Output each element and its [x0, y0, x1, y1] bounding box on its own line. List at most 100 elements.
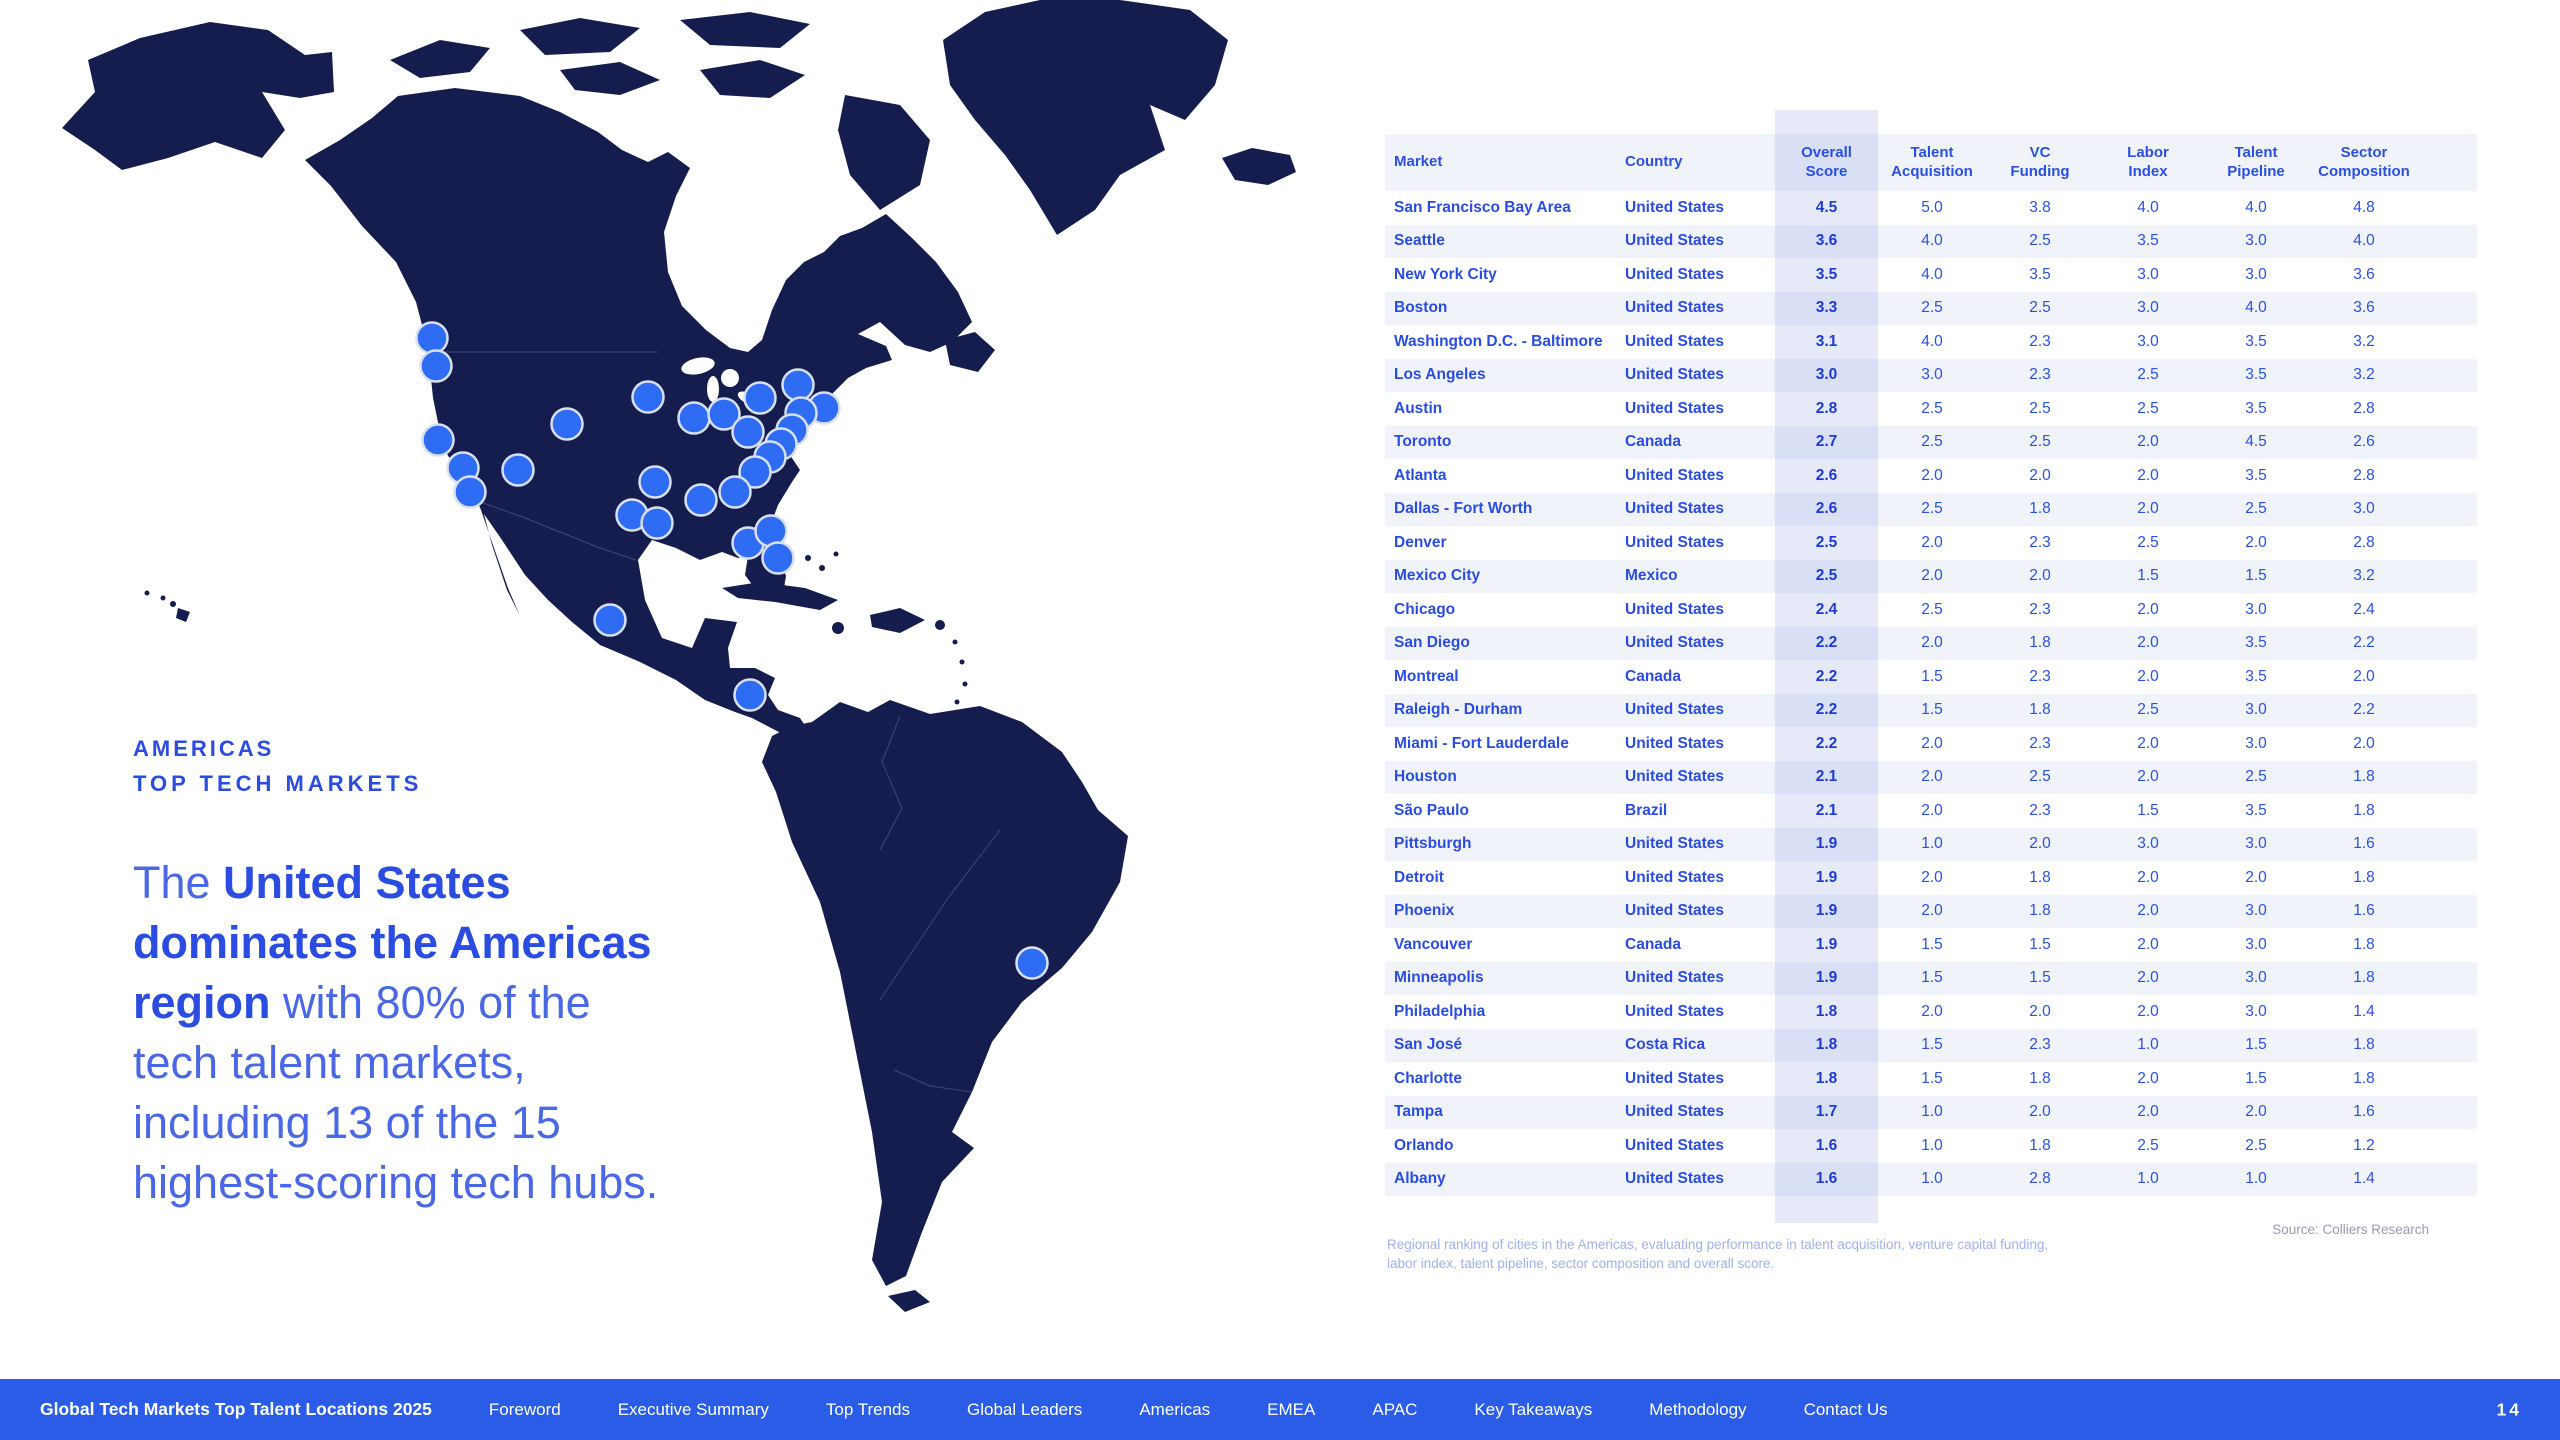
nav-link-key-takeaways[interactable]: Key Takeaways: [1474, 1399, 1593, 1419]
cell-sector_composition: 2.8: [2353, 399, 2375, 417]
table-row: São Paulo Brazil 2.1 2.0 2.3 1.5 3.5 1.8: [1385, 794, 2477, 828]
cell-talent_acquisition: 2.5: [1921, 433, 1943, 451]
cell-market: Los Angeles: [1394, 366, 1486, 384]
table-row: Montreal Canada 2.2 1.5 2.3 2.0 3.5 2.0: [1385, 660, 2477, 694]
cell-talent_pipeline: 3.0: [2245, 232, 2267, 250]
cell-sector_composition: 3.2: [2353, 366, 2375, 384]
cell-market: Vancouver: [1394, 935, 1473, 953]
table-row: San José Costa Rica 1.8 1.5 2.3 1.0 1.5 1.8: [1385, 1028, 2477, 1062]
cell-vc_funding: 1.5: [2029, 969, 2051, 987]
cell-labor_index: 2.0: [2137, 1103, 2159, 1121]
cell-labor_index: 2.0: [2137, 600, 2159, 618]
cell-sector_composition: 2.2: [2353, 634, 2375, 652]
cell-vc_funding: 2.0: [2029, 466, 2051, 484]
cell-sector_composition: 1.6: [2353, 1103, 2375, 1121]
cell-sector_composition: 2.4: [2353, 600, 2375, 618]
column-header-sector_composition: Sector Composition: [2318, 144, 2410, 180]
cell-talent_pipeline: 3.0: [2245, 1002, 2267, 1020]
cell-vc_funding: 2.0: [2029, 1103, 2051, 1121]
cell-labor_index: 3.0: [2137, 299, 2159, 317]
cell-sector_composition: 1.4: [2353, 1170, 2375, 1188]
city-dot-phoenix: [501, 453, 535, 487]
alaska-landmass: [62, 22, 334, 170]
cell-talent_acquisition: 1.5: [1921, 701, 1943, 719]
nav-link-foreword[interactable]: Foreword: [488, 1399, 561, 1419]
table-row: Albany United States 1.6 1.0 2.8 1.0 1.0 1.4: [1385, 1162, 2477, 1196]
cell-vc_funding: 1.8: [2029, 701, 2051, 719]
cell-sector_composition: 1.8: [2353, 969, 2375, 987]
cell-labor_index: 2.5: [2137, 366, 2159, 384]
cell-labor_index: 2.0: [2137, 935, 2159, 953]
cell-labor_index: 1.0: [2137, 1170, 2159, 1188]
column-header-country: Country: [1625, 153, 1683, 171]
city-dot-denver: [550, 407, 584, 441]
cell-talent_acquisition: 1.0: [1921, 1103, 1943, 1121]
cell-country: United States: [1625, 366, 1725, 384]
city-dot-raleigh-durham: [738, 455, 772, 489]
nav-link-contact-us[interactable]: Contact Us: [1803, 1399, 1888, 1419]
cell-country: United States: [1625, 232, 1725, 250]
table-row: Chicago United States 2.4 2.5 2.3 2.0 3.0 2.4: [1385, 593, 2477, 627]
cell-market: New York City: [1394, 265, 1497, 283]
cell-country: United States: [1625, 835, 1725, 853]
table-header-row: Market Country Overall Score Talent Acquisi…: [1385, 134, 2477, 191]
cell-vc_funding: 2.0: [2029, 835, 2051, 853]
cell-talent_pipeline: 3.0: [2245, 265, 2267, 283]
cell-market: Chicago: [1394, 600, 1456, 618]
nav-link-methodology[interactable]: Methodology: [1649, 1399, 1747, 1419]
cell-talent_pipeline: 4.0: [2245, 198, 2267, 216]
cell-talent_acquisition: 4.0: [1921, 332, 1943, 350]
cell-country: United States: [1625, 701, 1725, 719]
north-america-landmass: [305, 88, 972, 738]
nav-link-top-trends[interactable]: Top Trends: [825, 1399, 910, 1419]
cell-country: United States: [1625, 868, 1725, 886]
table-row: Denver United States 2.5 2.0 2.3 2.5 2.0 2.8: [1385, 526, 2477, 560]
city-dot-houston: [640, 506, 674, 540]
cell-sector_composition: 2.8: [2353, 466, 2375, 484]
cell-vc_funding: 2.5: [2029, 399, 2051, 417]
city-dot-pittsburgh: [731, 415, 765, 449]
cell-labor_index: 2.0: [2137, 466, 2159, 484]
cell-vc_funding: 2.0: [2029, 1002, 2051, 1020]
table-row: Toronto Canada 2.7 2.5 2.5 2.0 4.5 2.6: [1385, 425, 2477, 459]
cell-country: United States: [1625, 1170, 1725, 1188]
cell-talent_pipeline: 3.5: [2245, 667, 2267, 685]
city-dots: [415, 321, 1049, 980]
cell-sector_composition: 3.0: [2353, 500, 2375, 518]
tierra-del-fuego-island: [888, 1290, 930, 1312]
cell-market: Montreal: [1394, 667, 1459, 685]
cell-talent_pipeline: 3.0: [2245, 902, 2267, 920]
cell-talent_acquisition: 2.0: [1921, 902, 1943, 920]
cell-market: Washington D.C. - Baltimore: [1394, 332, 1603, 350]
cell-country: United States: [1625, 198, 1725, 216]
cell-vc_funding: 1.8: [2029, 1136, 2051, 1154]
nav-link-americas[interactable]: Americas: [1139, 1399, 1211, 1419]
nav-link-apac[interactable]: APAC: [1372, 1399, 1418, 1419]
nav-link-global-leaders[interactable]: Global Leaders: [967, 1399, 1083, 1419]
left-text-block: AMERICAS TOP TECH MARKETS The United Sta…: [133, 736, 693, 1258]
nav-link-executive-summary[interactable]: Executive Summary: [617, 1399, 769, 1419]
city-dot-san-jose: [733, 678, 767, 712]
table-row: Washington D.C. - Baltimore United States…: [1385, 325, 2477, 359]
city-dot-montreal: [781, 368, 815, 402]
cell-overall_score: 2.1: [1815, 768, 1838, 786]
cell-market: Dallas - Fort Worth: [1394, 500, 1533, 518]
table-row: San Francisco Bay Area United States 4.5 5.…: [1385, 191, 2477, 225]
cell-talent_acquisition: 4.0: [1921, 265, 1943, 283]
nav-link-emea[interactable]: EMEA: [1267, 1399, 1316, 1419]
cell-vc_funding: 3.8: [2029, 198, 2051, 216]
cell-overall_score: 3.0: [1815, 366, 1838, 384]
cell-talent_pipeline: 3.5: [2245, 366, 2267, 384]
cell-overall_score: 1.9: [1815, 835, 1838, 853]
cell-overall_score: 2.6: [1815, 500, 1838, 518]
cell-overall_score: 2.6: [1815, 466, 1838, 484]
cell-overall_score: 2.7: [1815, 433, 1838, 451]
cell-market: Pittsburgh: [1394, 835, 1472, 853]
city-dot-minneapolis: [631, 380, 665, 414]
cell-labor_index: 2.5: [2137, 1136, 2159, 1154]
cell-vc_funding: 2.3: [2029, 734, 2051, 752]
cell-talent_pipeline: 2.0: [2245, 533, 2267, 551]
cell-overall_score: 3.1: [1815, 332, 1838, 350]
table-row: Vancouver Canada 1.9 1.5 1.5 2.0 3.0 1.8: [1385, 928, 2477, 962]
city-dot-miami-fort-lauderdale: [761, 541, 795, 575]
